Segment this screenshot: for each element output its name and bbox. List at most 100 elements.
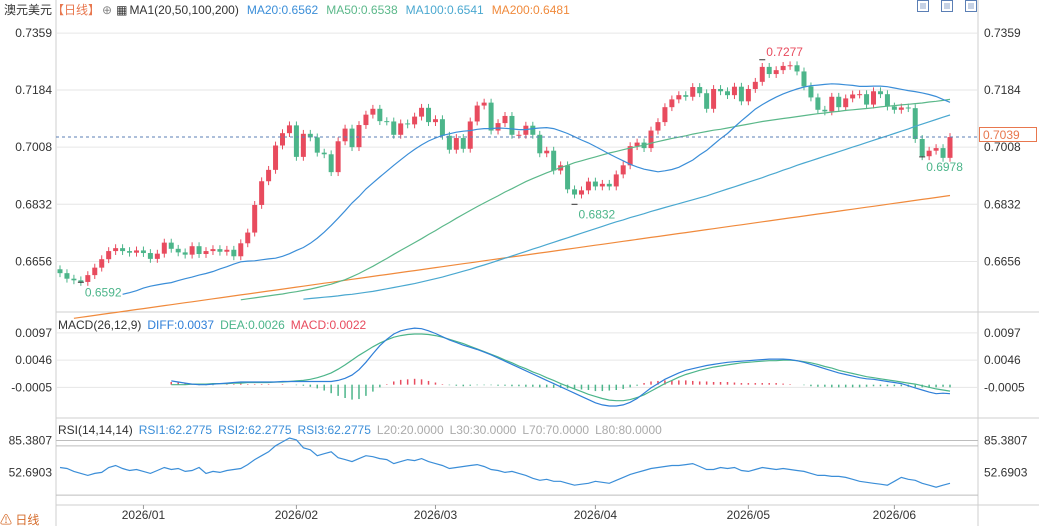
rsi2-value: RSI2:62.2775 [218,423,292,437]
candle-body [585,181,591,191]
candle-body [648,130,654,149]
candle-body [725,91,730,96]
candle-body [857,94,863,96]
candle-body [99,259,105,268]
candle-body [690,87,696,97]
candle-body [453,138,459,150]
candle-body [280,133,285,146]
price-tick-right: 0.6832 [984,197,1021,211]
rsi-line [59,437,951,488]
candle-body [398,123,404,135]
ma200-value: MA200:0.6481 [491,3,570,17]
date-tick: 2026/04 [574,508,618,522]
candle-body [168,242,174,249]
candle-body [662,107,668,123]
rsi1-value: RSI1:62.2775 [138,423,213,437]
candle-body [704,93,710,109]
candle-body [127,251,133,253]
ma100-line [303,114,951,300]
candle-body [718,88,724,92]
fullscreen-icon[interactable] [917,0,929,12]
period-label[interactable]: 【日线】 [52,3,101,17]
macd-dea: DEA:0.0026 [220,318,285,332]
candle-body [446,135,452,150]
price-tick-right: 0.6656 [984,254,1021,268]
candle-body [516,134,522,136]
rsi3-value: RSI3:62.2775 [297,423,371,437]
candle-body [815,97,821,110]
candle-body [120,248,126,252]
candle-body [432,119,438,123]
candle-body [891,106,897,110]
candle-body [405,123,411,125]
candle-body [829,96,835,112]
candle-body [912,108,918,140]
rsi-l70: L70:70.0000 [522,423,590,437]
candle-body [919,139,925,157]
candle-body [864,94,870,105]
candle-body [85,275,91,282]
candle-body [71,278,77,281]
ma50-value: MA50:0.6538 [326,3,398,17]
candle-body [412,116,418,125]
candle-body [133,250,139,253]
candle-body [488,102,494,131]
price-tick-left: 0.6656 [15,254,52,268]
candle-body [273,145,279,170]
candle-body [850,94,856,99]
candle-body [210,249,216,252]
candle-body [592,181,598,187]
candle-body [474,105,480,122]
candle-body [384,121,390,123]
candle-body [419,107,425,117]
price-annotation: 0.6592 [85,285,122,299]
candle-body [106,251,112,260]
zoom-icon[interactable]: ⊕ [102,3,113,17]
diff-line [171,327,951,407]
macd-tick-right: 0.0097 [984,326,1021,340]
candle-body [759,66,765,82]
candle-body [217,249,223,252]
candle-body [231,249,237,257]
candle-body [266,169,272,182]
warning-icon: ⚠ [0,513,13,527]
candle-body [787,65,793,67]
price-tick-left: 0.7184 [15,83,52,97]
macd-tick-right: 0.0046 [984,353,1021,367]
ma-settings-icon[interactable]: ▦ [116,3,128,17]
candle-body [530,125,536,135]
candle-body [801,71,807,87]
rsi-l20: L20:20.0000 [376,423,444,437]
price-tick-right: 0.7359 [984,26,1021,40]
price-tick-left: 0.6832 [15,197,52,211]
main-header: 澳元美元【日线】 ⊕ ▦ MA1(20,50,100,200) MA20:0.6562 M… [4,1,578,18]
candle-body [335,141,341,173]
chart-toolbar [917,0,977,12]
candle-body [502,115,508,124]
ma20-line [122,83,951,295]
candle-body [877,91,883,95]
candle-body [328,154,334,173]
grid-icon[interactable] [941,0,953,12]
date-tick: 2026/02 [275,508,319,522]
symbol-label: 澳元美元 [4,3,53,17]
candle-body [599,183,605,187]
candle-body [147,253,153,259]
layout-icon[interactable] [965,0,977,12]
candle-body [578,190,584,195]
candle-body [391,121,397,135]
candle-body [773,70,779,75]
candle-body [140,250,146,254]
candle-body [884,94,890,107]
candle-body [370,108,376,115]
candle-body [64,273,70,279]
candle-body [940,148,946,158]
candle-body [154,253,160,259]
candle-body [752,81,758,89]
date-tick: 2026/05 [727,508,771,522]
candle-body [871,91,877,105]
candle-body [745,88,751,102]
price-annotation: 0.6978 [926,160,963,174]
candle-body [175,248,181,253]
rsi-title: RSI(14,14,14) [58,423,133,437]
